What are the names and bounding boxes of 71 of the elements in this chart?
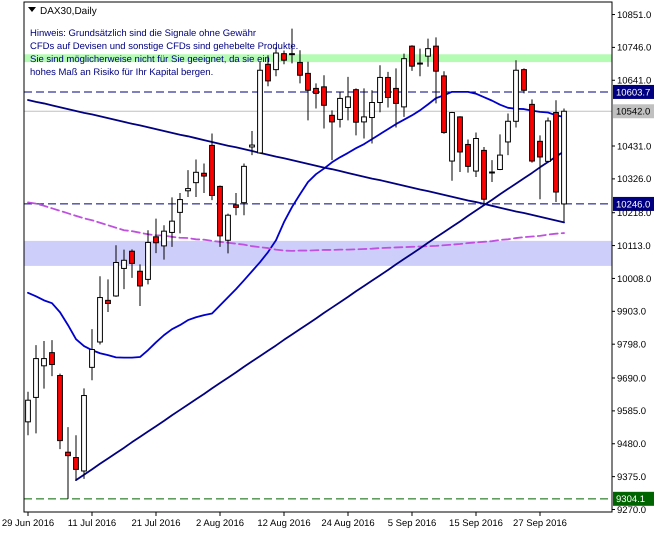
candlestick — [185, 170, 191, 198]
y-tick-label: 10218.0 — [617, 208, 652, 220]
x-tick-label: 24 Aug 2016 — [321, 518, 375, 529]
y-tick-label: 9270.0 — [617, 504, 646, 516]
candlestick — [345, 76, 351, 121]
candlestick — [233, 192, 239, 216]
candlestick — [313, 82, 319, 109]
y-tick-label: 9690.0 — [617, 373, 646, 384]
candlestick — [409, 44, 415, 72]
y-tick-label: 9798.0 — [617, 340, 646, 351]
y-tick-label: 10431.0 — [617, 141, 652, 152]
candlestick — [305, 61, 311, 121]
x-tick-label: 27 Sep 2016 — [513, 518, 567, 529]
candlestick — [337, 91, 343, 128]
y-tick-label: 10113.0 — [617, 240, 651, 252]
annotation: Hinweis: Grundsätzlich sind die Signale ohne Gewähr — [30, 28, 256, 39]
y-tick-label: 10008.0 — [617, 274, 652, 285]
candlestick — [65, 426, 71, 500]
candlestick — [465, 138, 471, 174]
candlestick — [249, 130, 255, 156]
ref-line-label: 10246.0 — [616, 199, 650, 210]
candlestick — [297, 50, 303, 84]
chart-title: DAX30,Daily — [40, 6, 97, 17]
candlestick — [137, 264, 143, 306]
candlestick — [329, 110, 335, 161]
x-tick-label: 15 Sep 2016 — [449, 518, 503, 529]
candlestick — [393, 68, 399, 128]
x-tick-label: 29 Jun 2016 — [2, 518, 54, 529]
y-tick-label: 9585.0 — [617, 406, 646, 418]
candlestick — [385, 71, 391, 108]
y-tick-label: 10746.0 — [617, 42, 652, 54]
y-tick-label: 9375.0 — [617, 472, 646, 483]
ref-line-label: 10603.7 — [616, 87, 650, 98]
ref-line-label: 9304.1 — [616, 494, 646, 506]
line-series — [27, 201, 565, 252]
candlestick — [105, 278, 111, 312]
x-tick-label: 11 Jul 2016 — [68, 518, 116, 529]
candlestick — [505, 112, 511, 156]
candlestick — [153, 218, 159, 254]
candlestick — [121, 249, 127, 290]
candlestick — [321, 74, 327, 129]
candlestick — [89, 328, 95, 381]
y-tick-label: 10641.0 — [617, 76, 652, 87]
candlestick — [73, 434, 79, 481]
candlestick — [361, 88, 367, 139]
x-tick-label: 2 Aug 2016 — [196, 518, 244, 529]
candlestick — [521, 68, 527, 94]
y-tick-label: 10851.0 — [617, 10, 652, 21]
candlestick — [489, 160, 495, 183]
candlestick — [49, 340, 55, 377]
candlestick — [417, 48, 423, 77]
candlestick — [177, 192, 183, 234]
candlestick — [537, 134, 543, 200]
candlestick — [193, 158, 199, 198]
y-tick-label: 9480.0 — [617, 439, 646, 450]
candlestick — [41, 340, 47, 390]
y-tick-label: 9903.0 — [617, 306, 646, 318]
ref-line-label: 10542.0 — [616, 106, 650, 118]
candlestick — [201, 163, 207, 194]
candlestick — [161, 224, 167, 260]
candlestick — [281, 50, 287, 65]
candlestick — [425, 38, 431, 68]
x-tick-label: 12 Aug 2016 — [257, 518, 311, 529]
annotation: hohes Maß an Risiko für Ihr Kapital bergen. — [30, 67, 214, 78]
y-tick-label: 10326.0 — [617, 174, 652, 186]
candlestick — [369, 90, 375, 144]
candlestick — [129, 248, 135, 278]
x-tick-label: 21 Jul 2016 — [131, 518, 181, 529]
candlestick — [497, 134, 503, 171]
candlestick — [169, 196, 175, 248]
x-tick-label: 5 Sep 2016 — [388, 518, 436, 529]
